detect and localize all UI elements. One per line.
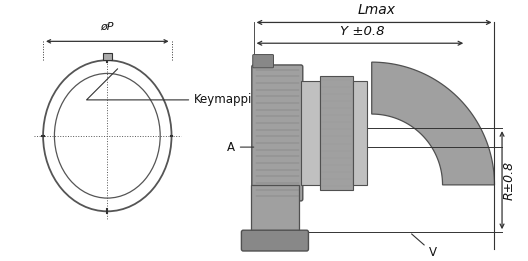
FancyBboxPatch shape xyxy=(253,55,274,68)
Polygon shape xyxy=(372,62,495,185)
FancyBboxPatch shape xyxy=(252,65,303,201)
Text: A: A xyxy=(227,141,254,154)
Text: Y ±0.8: Y ±0.8 xyxy=(340,25,384,38)
Bar xyxy=(251,185,299,232)
Text: øP: øP xyxy=(100,22,114,32)
Text: Keymapping: Keymapping xyxy=(87,69,268,106)
Text: R±0.8: R±0.8 xyxy=(503,161,516,200)
Bar xyxy=(353,81,367,185)
Text: V: V xyxy=(412,234,437,259)
Bar xyxy=(102,53,112,60)
FancyBboxPatch shape xyxy=(241,230,308,251)
Text: Lmax: Lmax xyxy=(357,3,395,17)
Bar xyxy=(320,76,353,189)
Bar xyxy=(301,81,320,185)
